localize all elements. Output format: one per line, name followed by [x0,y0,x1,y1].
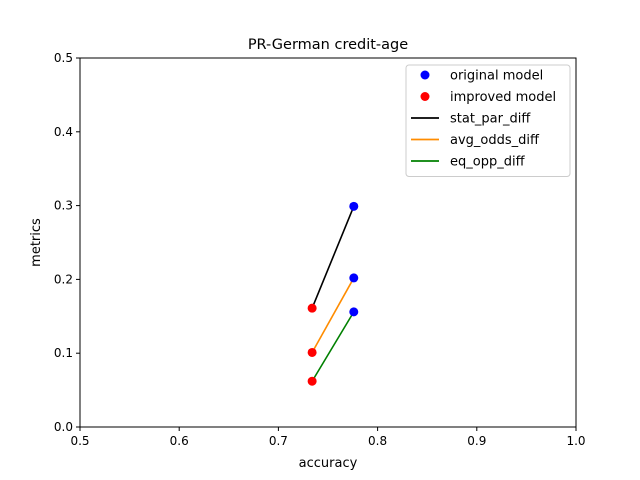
plot-marks [307,201,359,386]
legend-marker [420,70,430,80]
x-axis-label: accuracy [299,456,358,471]
x-tick-label: 0.9 [467,434,486,448]
improved-model-point [307,347,317,357]
y-tick-label: 0.4 [54,125,73,139]
legend-label: stat_par_diff [450,112,531,127]
series-line-stat-par-diff [311,206,355,309]
legend-label: improved model [450,90,556,105]
x-tick-label: 0.5 [70,434,89,448]
original-model-point [349,201,359,211]
series-line-avg-odds-diff [311,277,355,353]
y-tick-label: 0.0 [54,420,73,434]
y-axis-label: metrics [29,218,44,267]
legend-label: original model [450,69,543,84]
y-tick-label: 0.3 [54,199,73,213]
legend-label: eq_opp_diff [450,155,526,170]
plot-frame [79,57,577,428]
y-tick-label: 0.2 [54,272,73,286]
legend: original model improved model stat_par_dif… [405,64,571,177]
original-model-point [349,307,359,317]
y-tick-label: 0.1 [54,346,73,360]
series-line-eq-opp-diff [311,311,355,382]
improved-model-point [307,303,317,313]
x-axis: 0.5 0.6 0.7 0.8 0.9 1.0 [70,427,586,448]
y-axis: 0.0 0.1 0.2 0.3 0.4 0.5 [54,51,80,434]
x-tick-label: 0.8 [368,434,387,448]
x-tick-label: 0.7 [269,434,288,448]
x-tick-label: 1.0 [566,434,585,448]
legend-label: avg_odds_diff [450,133,540,148]
original-model-point [349,273,359,283]
chart-title: PR-German credit-age [248,37,408,53]
legend-marker [420,92,430,101]
improved-model-point [307,376,317,386]
x-tick-label: 0.6 [170,434,189,448]
y-tick-label: 0.5 [54,51,73,65]
legend-box [405,64,571,177]
